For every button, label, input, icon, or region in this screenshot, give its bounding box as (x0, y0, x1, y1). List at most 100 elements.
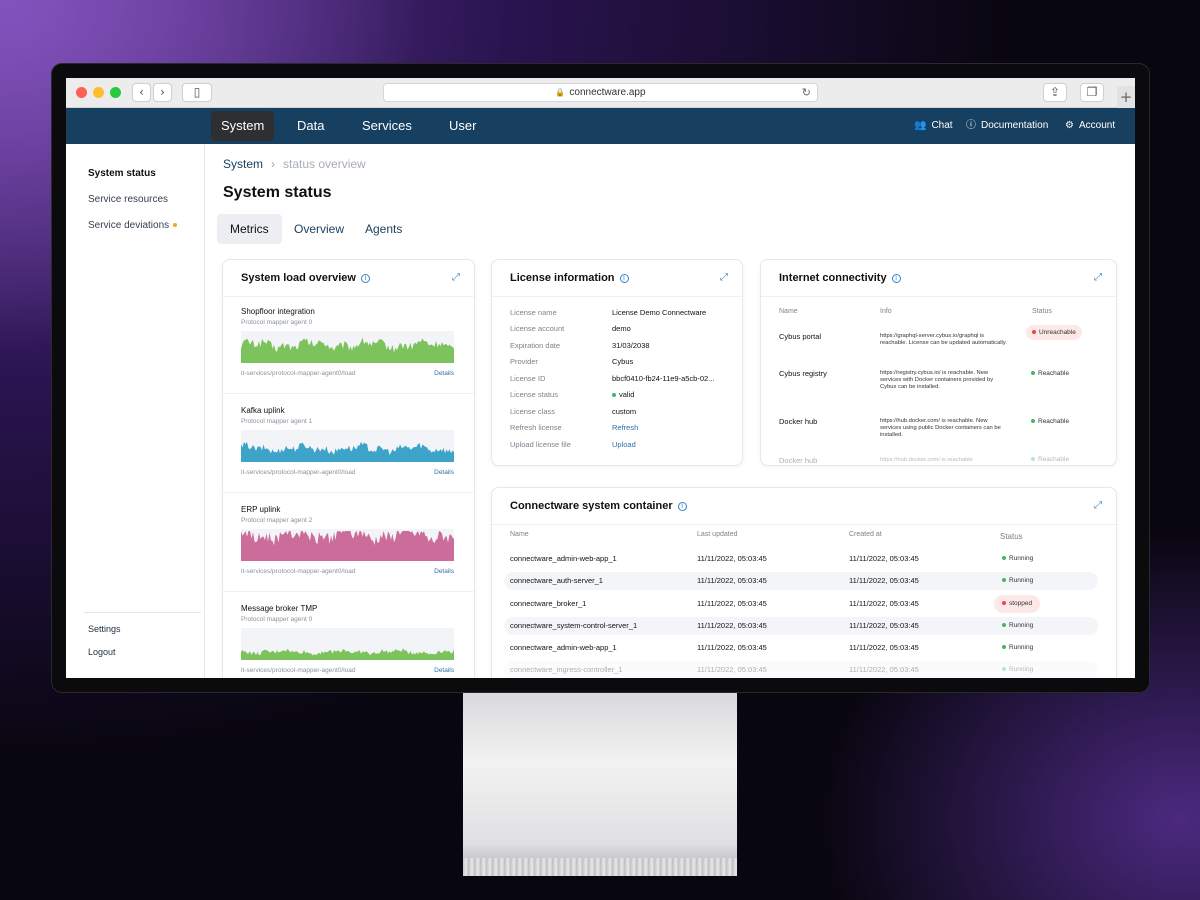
system-load-card: System load overview i ⤢ Shopfloor integr… (222, 259, 475, 678)
container-name: connectware_broker_1 (510, 599, 587, 608)
table-row[interactable]: connectware_ingress-controller_1 11/11/2… (504, 661, 1098, 678)
expand-arrows-icon[interactable]: ⤢ (1094, 500, 1102, 511)
details-link[interactable]: Details (434, 370, 454, 377)
sidebar-item-service-resources[interactable]: Service resources (88, 194, 169, 205)
load-item-title: Shopfloor integration (241, 307, 315, 316)
chat-link[interactable]: 👥 Chat (914, 108, 953, 144)
system-container-card: Connectware system container i ⤢ Name Las… (491, 487, 1117, 678)
divider (223, 591, 474, 592)
status-dot-icon (1002, 667, 1006, 672)
forward-button[interactable]: › (153, 83, 172, 102)
chevron-left-icon: ‹ (139, 85, 144, 99)
load-item: ERP uplink Protocol mapper agent 2 it-se… (241, 505, 454, 578)
load-item: Kafka uplink Protocol mapper agent 1 it-… (241, 406, 454, 479)
breadcrumb-root[interactable]: System (223, 157, 264, 171)
table-row[interactable]: connectware_system-control-server_1 11/1… (504, 617, 1098, 635)
tabs-overview-button[interactable]: ❐ (1080, 83, 1104, 102)
upload-license-link[interactable]: Upload (612, 440, 636, 449)
divider (761, 296, 1116, 297)
container-name: connectware_admin-web-app_1 (510, 643, 617, 652)
internet-title: Internet connectivity (779, 272, 887, 284)
details-link[interactable]: Details (434, 667, 454, 674)
lock-icon: 🔒 (555, 88, 566, 97)
license-key: License class (510, 407, 556, 416)
container-last-updated: 11/11/2022, 05:03:45 (697, 621, 767, 630)
status-dot-icon (612, 393, 616, 398)
settings-link[interactable]: Settings (88, 624, 121, 634)
share-button[interactable]: ⇪ (1043, 83, 1067, 102)
nav-user[interactable]: User (449, 118, 477, 133)
license-value: License Demo Connectware (612, 308, 707, 317)
expand-arrows-icon[interactable]: ⤢ (1094, 272, 1102, 283)
table-row[interactable]: connectware_admin-web-app_1 11/11/2022, … (504, 550, 1098, 568)
status-badge: stopped (994, 595, 1041, 613)
column-header-name: Name (779, 308, 798, 315)
license-key: License account (510, 324, 565, 333)
expand-arrows-icon[interactable]: ⤢ (452, 272, 460, 283)
account-link[interactable]: ⚙ Account (1065, 108, 1115, 144)
status-badge: Reachable (1031, 370, 1069, 377)
load-item-subtitle: Protocol mapper agent 0 (241, 319, 313, 326)
tab-overview[interactable]: Overview (294, 222, 345, 236)
status-badge: Running (1002, 577, 1033, 584)
nav-services[interactable]: Services (362, 118, 412, 133)
info-icon[interactable]: i (360, 273, 370, 283)
divider (492, 296, 742, 297)
new-tab-button[interactable]: + (1117, 86, 1135, 108)
container-name: connectware_auth-server_1 (510, 576, 603, 585)
status-badge: Running (1002, 555, 1033, 562)
connectivity-info: https://hub.docker.com/ is reachable. Ne… (880, 418, 1001, 439)
license-key: Refresh license (510, 423, 562, 432)
status-text: Reachable (1038, 370, 1070, 377)
expand-arrows-icon[interactable]: ⤢ (720, 272, 728, 283)
table-row[interactable]: connectware_admin-web-app_1 11/11/2022, … (504, 639, 1098, 657)
minimize-window-button[interactable] (93, 87, 104, 98)
refresh-license-link[interactable]: Refresh (612, 423, 639, 432)
close-window-button[interactable] (76, 87, 87, 98)
browser-window: ‹ › ▯ 🔒 connectware.app ↻ ⇪ ❐ + System Da… (66, 78, 1135, 678)
connectivity-name: Cybus portal (779, 332, 822, 341)
connectivity-name: Docker hub (779, 417, 818, 426)
reload-icon[interactable]: ↻ (801, 86, 811, 99)
license-key: License name (510, 308, 557, 317)
load-item-title: Message broker TMP (241, 604, 318, 613)
load-item-title: Kafka uplink (241, 406, 285, 415)
container-created-at: 11/11/2022, 05:03:45 (849, 665, 919, 674)
sidebar-item-service-deviations[interactable]: Service deviations (88, 220, 178, 231)
sidebar-toggle-button[interactable]: ▯ (182, 83, 212, 102)
address-bar[interactable]: 🔒 connectware.app ↻ (383, 83, 818, 102)
chevron-right-icon: › (160, 85, 165, 99)
connectivity-name: Docker hub (779, 456, 818, 465)
sidebar-icon: ▯ (193, 85, 201, 99)
nav-data[interactable]: Data (297, 118, 325, 133)
load-item-footer: it-services/protocol-mapper-agent0/load D… (241, 469, 454, 479)
license-key: License status (510, 390, 558, 399)
browser-toolbar: ‹ › ▯ 🔒 connectware.app ↻ ⇪ ❐ + (66, 78, 1135, 108)
table-row[interactable]: connectware_auth-server_1 11/11/2022, 05… (504, 572, 1098, 590)
load-sparkline (241, 628, 454, 660)
logout-link[interactable]: Logout (88, 647, 116, 657)
table-row[interactable]: connectware_broker_1 11/11/2022, 05:03:4… (504, 595, 1098, 613)
info-icon[interactable]: i (891, 273, 901, 283)
maximize-window-button[interactable] (110, 87, 121, 98)
internet-connectivity-card: Internet connectivity i ⤢ Name Info Statu… (760, 259, 1117, 466)
sidebar-item-label: Service deviations (88, 220, 170, 231)
container-last-updated: 11/11/2022, 05:03:45 (697, 599, 767, 608)
info-icon[interactable]: i (677, 501, 687, 511)
tab-agents[interactable]: Agents (365, 222, 403, 236)
tab-metrics[interactable]: Metrics (217, 214, 282, 244)
info-icon[interactable]: i (619, 273, 629, 283)
nav-system[interactable]: System (211, 111, 275, 141)
back-button[interactable]: ‹ (132, 83, 151, 102)
column-header-name: Name (510, 531, 529, 538)
divider (223, 296, 474, 297)
details-link[interactable]: Details (434, 469, 454, 476)
details-link[interactable]: Details (434, 568, 454, 575)
load-item-footer: it-services/protocol-mapper-agent0/load D… (241, 568, 454, 578)
containers-title: Connectware system container (510, 500, 673, 512)
documentation-link[interactable]: ⓘ Documentation (966, 108, 1048, 144)
load-item: Shopfloor integration Protocol mapper ag… (241, 307, 454, 380)
sidebar-item-system-status[interactable]: System status (88, 168, 156, 179)
tabs-icon: ❐ (1086, 85, 1098, 99)
sparkline-area (241, 648, 454, 660)
